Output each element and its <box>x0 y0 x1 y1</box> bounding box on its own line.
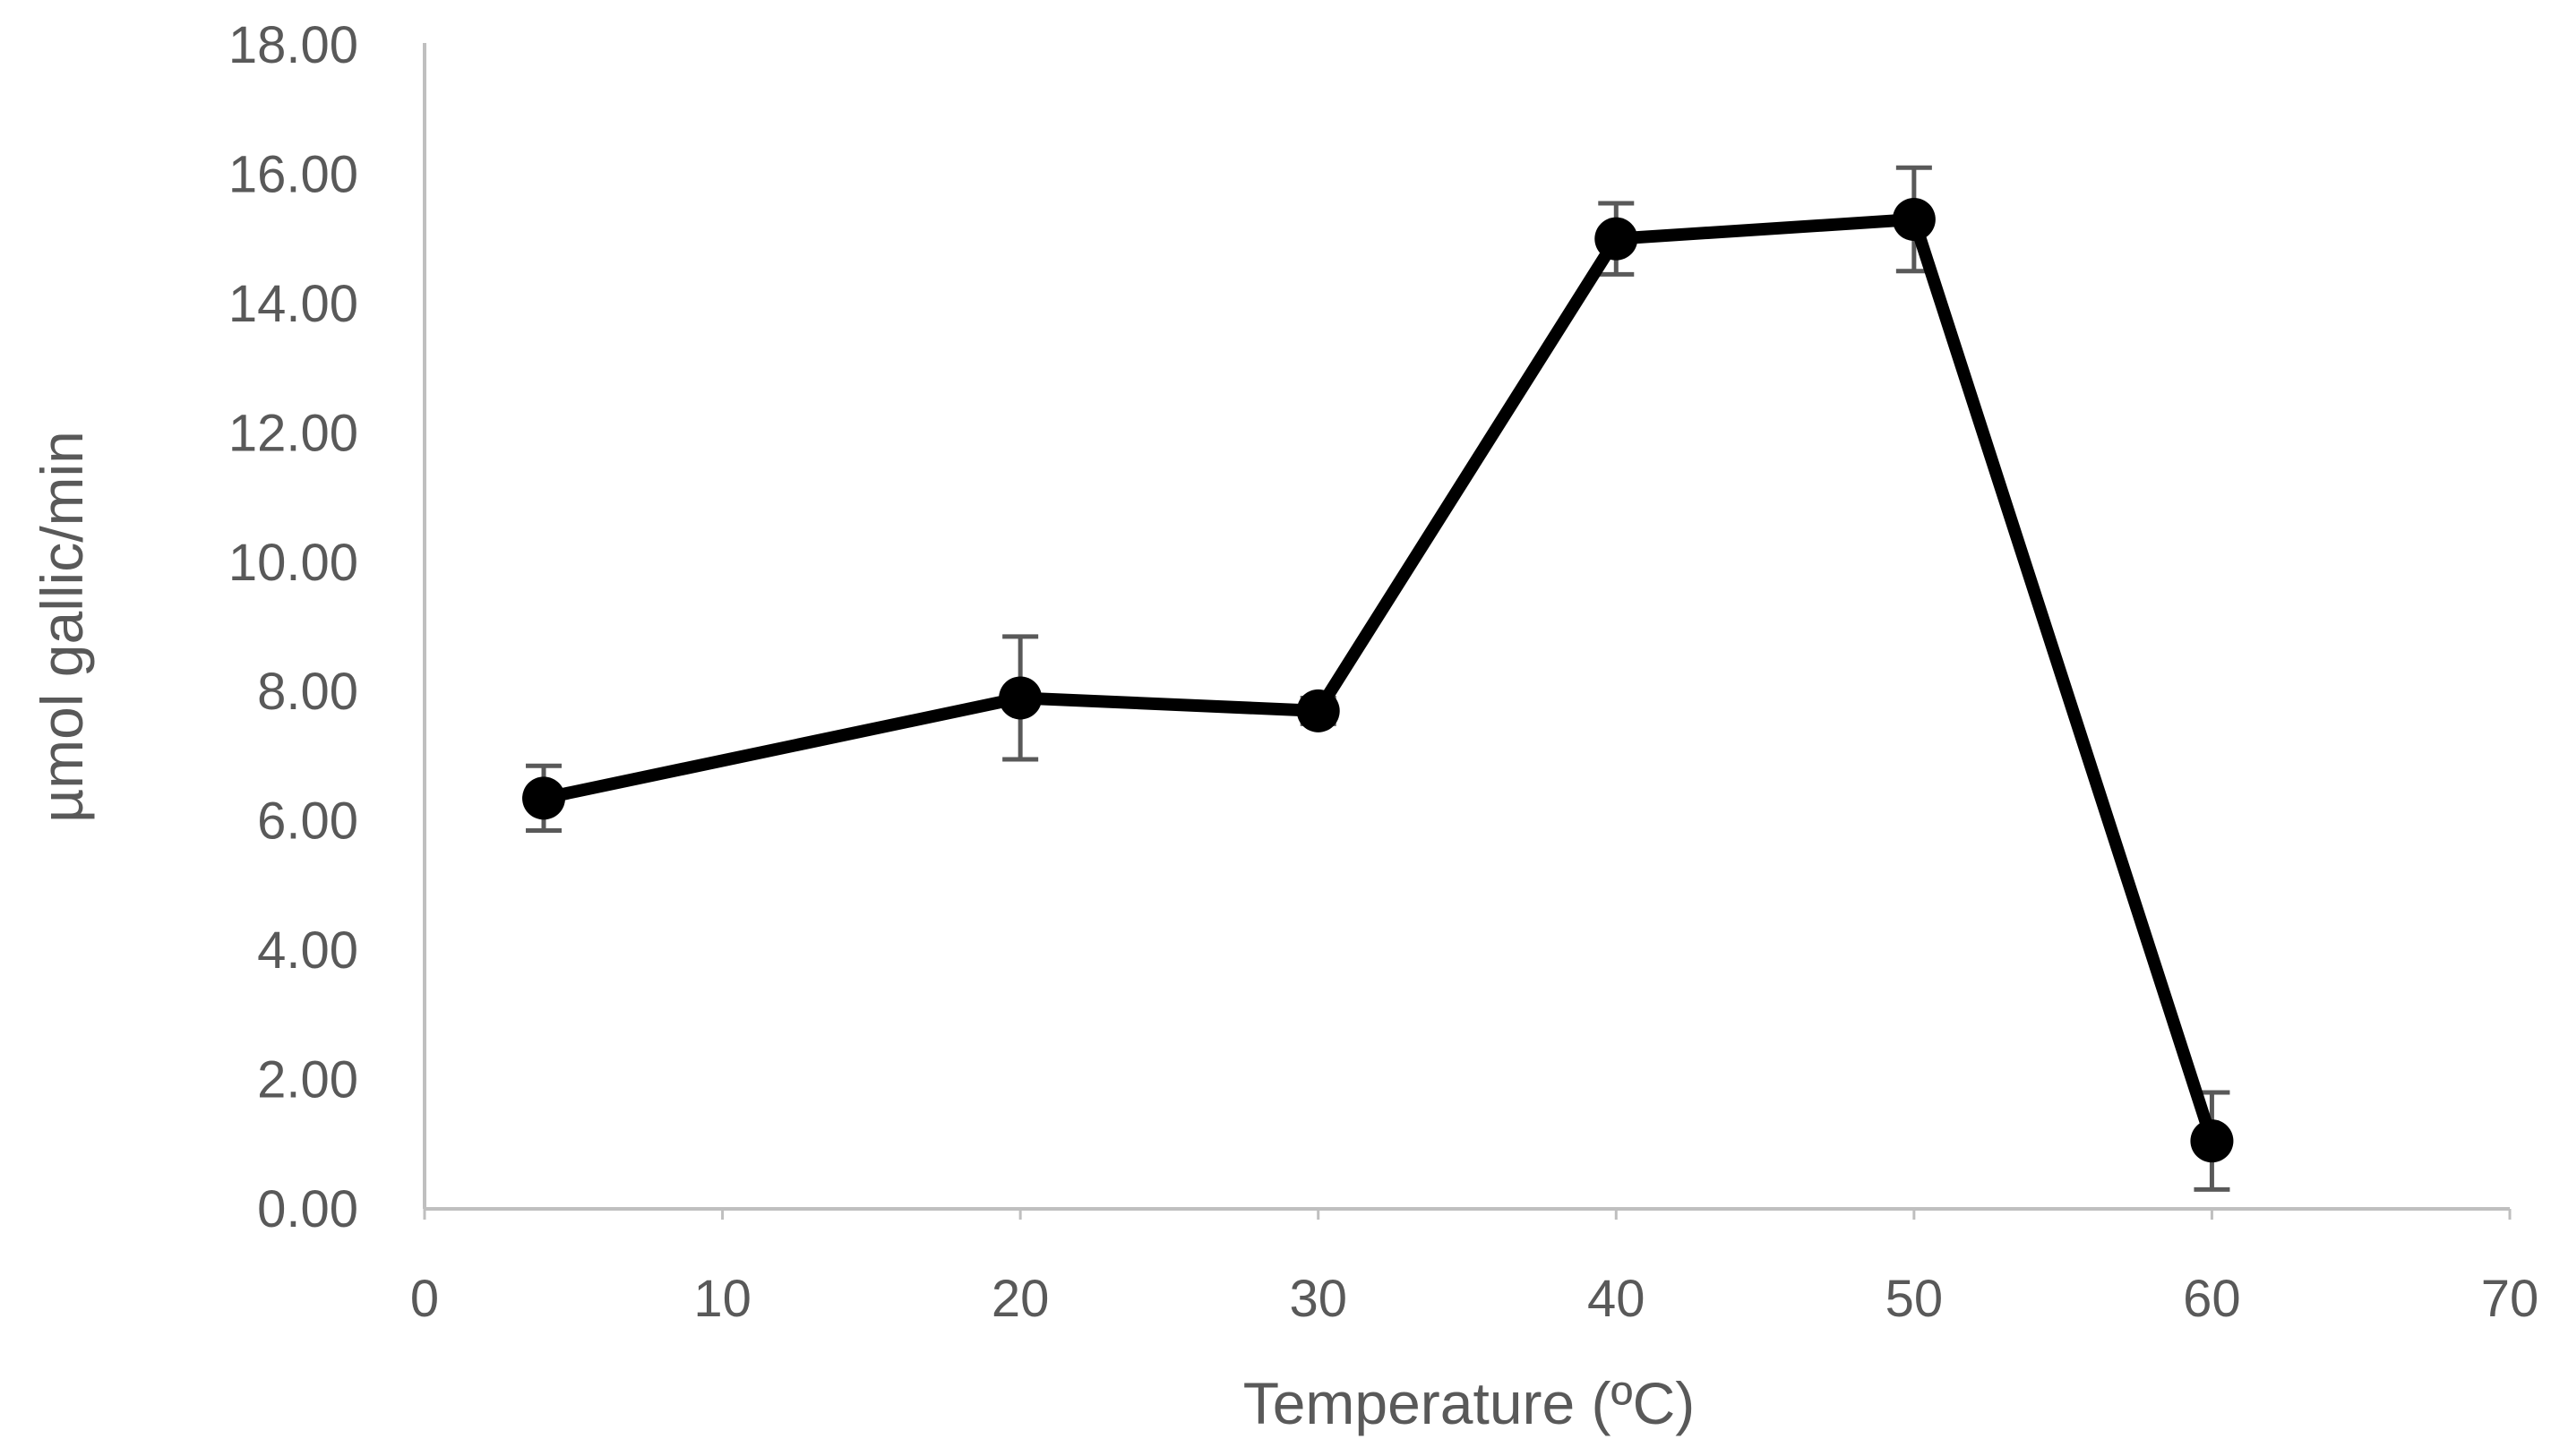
x-tick-label: 50 <box>1885 1270 1944 1328</box>
x-axis-title: Temperature (ºC) <box>1243 1370 1696 1436</box>
y-axis: 0.00 2.00 4.00 6.00 8.00 10.00 12.00 14.00 16.00… <box>228 16 426 1238</box>
data-point <box>522 776 566 820</box>
x-tick-label: 60 <box>2183 1270 2241 1328</box>
y-tick-label: 8.00 <box>257 663 358 721</box>
data-point <box>2190 1119 2234 1163</box>
y-tick-label: 6.00 <box>257 792 358 851</box>
series-line <box>522 165 2234 1192</box>
data-point <box>1594 217 1638 261</box>
y-tick-label: 16.00 <box>228 145 358 203</box>
data-point <box>1892 198 1936 241</box>
y-tick-label: 2.00 <box>257 1051 358 1109</box>
y-tick-label: 10.00 <box>228 534 358 592</box>
data-point <box>1296 689 1340 732</box>
series-line-path <box>542 213 2219 1143</box>
data-point <box>999 676 1043 720</box>
y-tick-label: 12.00 <box>228 404 358 462</box>
y-tick-label: 18.00 <box>228 16 358 74</box>
y-tick-label: 4.00 <box>257 921 358 980</box>
y-tick-label: 14.00 <box>228 275 358 333</box>
x-tick-label: 10 <box>693 1270 752 1328</box>
x-tick-label: 70 <box>2481 1270 2539 1328</box>
x-tick-label: 40 <box>1587 1270 1645 1328</box>
x-axis: 0 10 20 30 40 50 60 70 <box>410 1207 2539 1328</box>
x-tick-label: 30 <box>1289 1270 1347 1328</box>
x-tick-label: 20 <box>992 1270 1050 1328</box>
x-tick-label: 0 <box>410 1270 439 1328</box>
y-axis-title: µmol gallic/min <box>29 431 95 823</box>
y-tick-label: 0.00 <box>257 1180 358 1238</box>
